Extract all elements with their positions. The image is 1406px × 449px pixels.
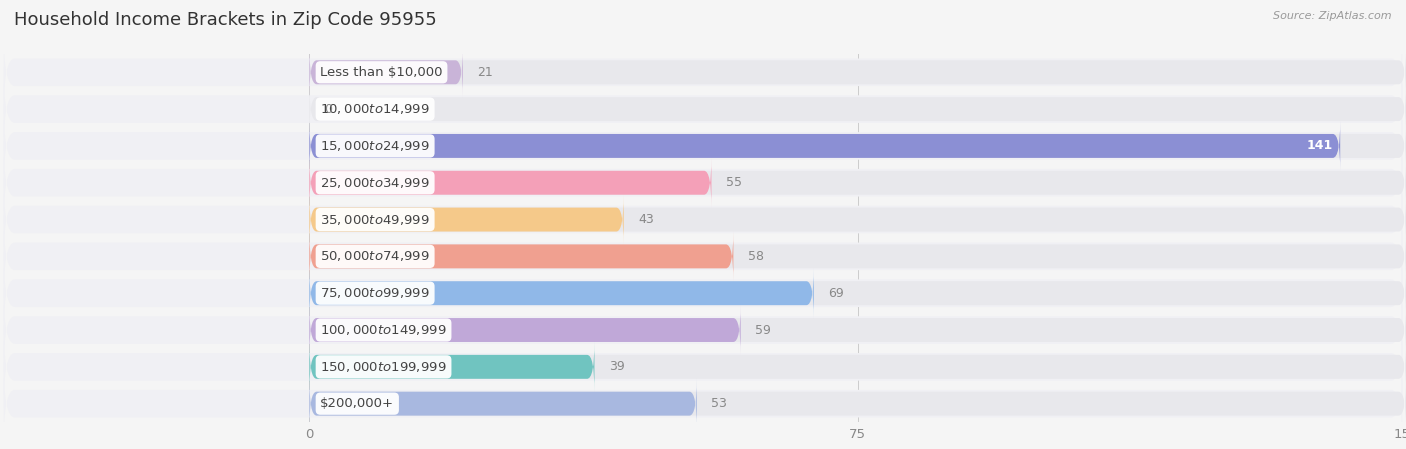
Text: $10,000 to $14,999: $10,000 to $14,999 [321, 102, 430, 116]
FancyBboxPatch shape [309, 158, 711, 207]
FancyBboxPatch shape [309, 158, 1406, 207]
FancyBboxPatch shape [4, 68, 1402, 150]
FancyBboxPatch shape [309, 379, 697, 428]
Text: $75,000 to $99,999: $75,000 to $99,999 [321, 286, 430, 300]
Text: Source: ZipAtlas.com: Source: ZipAtlas.com [1274, 11, 1392, 21]
Text: 0: 0 [323, 103, 332, 115]
Text: $200,000+: $200,000+ [321, 397, 394, 410]
FancyBboxPatch shape [309, 342, 1406, 392]
Text: 43: 43 [638, 213, 654, 226]
Text: 58: 58 [748, 250, 763, 263]
FancyBboxPatch shape [4, 362, 1402, 445]
FancyBboxPatch shape [309, 195, 624, 244]
FancyBboxPatch shape [309, 379, 1406, 428]
Text: 21: 21 [478, 66, 494, 79]
FancyBboxPatch shape [309, 48, 1406, 97]
FancyBboxPatch shape [4, 289, 1402, 371]
Text: $25,000 to $34,999: $25,000 to $34,999 [321, 176, 430, 190]
FancyBboxPatch shape [4, 141, 1402, 224]
Text: 69: 69 [828, 287, 844, 299]
Text: 55: 55 [725, 176, 742, 189]
FancyBboxPatch shape [309, 121, 1406, 171]
Text: Household Income Brackets in Zip Code 95955: Household Income Brackets in Zip Code 95… [14, 11, 437, 29]
Text: $35,000 to $49,999: $35,000 to $49,999 [321, 212, 430, 227]
Text: 53: 53 [711, 397, 727, 410]
FancyBboxPatch shape [4, 31, 1402, 114]
FancyBboxPatch shape [309, 195, 1406, 244]
Text: $150,000 to $199,999: $150,000 to $199,999 [321, 360, 447, 374]
Text: 141: 141 [1306, 140, 1333, 152]
FancyBboxPatch shape [309, 232, 734, 281]
FancyBboxPatch shape [4, 326, 1402, 408]
FancyBboxPatch shape [4, 178, 1402, 261]
Text: 39: 39 [609, 361, 624, 373]
FancyBboxPatch shape [4, 105, 1402, 187]
FancyBboxPatch shape [309, 305, 741, 355]
Text: $15,000 to $24,999: $15,000 to $24,999 [321, 139, 430, 153]
Text: $50,000 to $74,999: $50,000 to $74,999 [321, 249, 430, 264]
FancyBboxPatch shape [4, 215, 1402, 298]
Text: 59: 59 [755, 324, 770, 336]
FancyBboxPatch shape [309, 305, 1406, 355]
Text: $100,000 to $149,999: $100,000 to $149,999 [321, 323, 447, 337]
FancyBboxPatch shape [309, 269, 814, 318]
FancyBboxPatch shape [309, 84, 1406, 134]
FancyBboxPatch shape [309, 342, 595, 392]
Text: Less than $10,000: Less than $10,000 [321, 66, 443, 79]
FancyBboxPatch shape [4, 252, 1402, 335]
FancyBboxPatch shape [309, 232, 1406, 281]
FancyBboxPatch shape [309, 48, 463, 97]
FancyBboxPatch shape [309, 269, 1406, 318]
FancyBboxPatch shape [309, 121, 1340, 171]
